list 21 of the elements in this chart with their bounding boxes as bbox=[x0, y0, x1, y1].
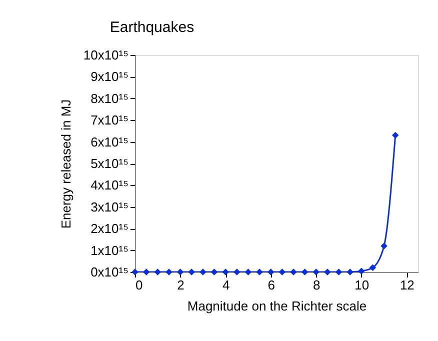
y-tick-label: 2x10¹⁵ bbox=[90, 221, 128, 236]
y-tick-label: 8x10¹⁵ bbox=[90, 90, 128, 106]
y-axis-title: Energy released in MJ bbox=[58, 99, 74, 229]
y-tick-label: 3x10¹⁵ bbox=[90, 199, 128, 214]
y-tick-label: 6x10¹⁵ bbox=[90, 134, 128, 150]
x-tick-label: 8 bbox=[313, 278, 320, 292]
y-tick-label: 1x10¹⁵ bbox=[90, 242, 128, 258]
x-tick-label: 2 bbox=[177, 278, 184, 292]
x-tick-label: 6 bbox=[268, 278, 275, 292]
x-tick-label: 0 bbox=[136, 278, 143, 292]
chart-title: Earthquakes bbox=[110, 19, 194, 36]
y-tick-label: 10x10¹⁵ bbox=[83, 48, 128, 62]
x-tick-label: 10 bbox=[354, 278, 370, 292]
x-tick-label: 12 bbox=[400, 278, 414, 292]
y-tick-label: 5x10¹⁵ bbox=[90, 156, 128, 171]
y-tick-label: 0x10¹⁵ bbox=[90, 264, 128, 280]
y-tick-label: 7x10¹⁵ bbox=[90, 112, 128, 128]
y-tick-label: 4x10¹⁵ bbox=[90, 178, 128, 193]
x-tick-label: 4 bbox=[222, 278, 230, 292]
x-axis-title: Magnitude on the Richter scale bbox=[187, 298, 367, 314]
y-tick-label: 9x10¹⁵ bbox=[90, 69, 128, 84]
